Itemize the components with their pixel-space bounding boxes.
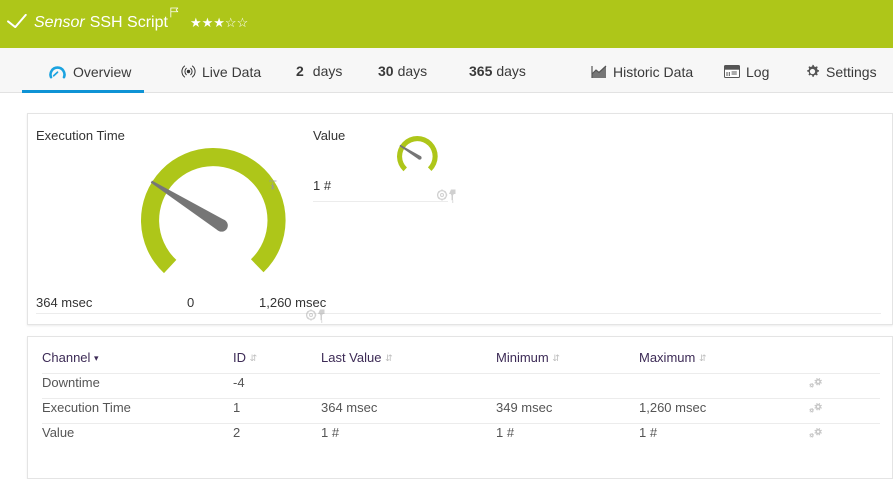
svg-text:x: x [271, 181, 276, 191]
